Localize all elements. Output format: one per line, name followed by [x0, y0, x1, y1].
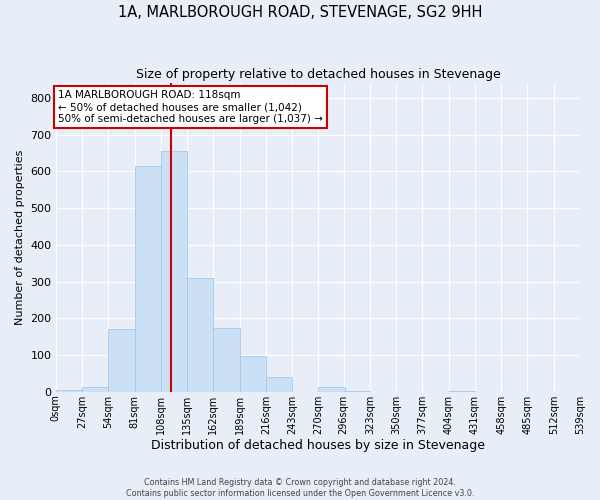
Bar	[187, 278, 214, 392]
Bar	[319, 386, 344, 392]
Bar	[134, 166, 161, 392]
Bar	[109, 328, 134, 392]
Bar	[161, 151, 187, 392]
Bar	[56, 390, 82, 392]
Y-axis label: Number of detached properties: Number of detached properties	[15, 150, 25, 325]
Text: 1A MARLBOROUGH ROAD: 118sqm
← 50% of detached houses are smaller (1,042)
50% of : 1A MARLBOROUGH ROAD: 118sqm ← 50% of det…	[58, 90, 323, 124]
Bar	[239, 356, 266, 392]
Bar	[214, 328, 239, 392]
Bar	[266, 376, 292, 392]
Bar	[82, 388, 109, 392]
Text: 1A, MARLBOROUGH ROAD, STEVENAGE, SG2 9HH: 1A, MARLBOROUGH ROAD, STEVENAGE, SG2 9HH	[118, 5, 482, 20]
Text: Contains HM Land Registry data © Crown copyright and database right 2024.
Contai: Contains HM Land Registry data © Crown c…	[126, 478, 474, 498]
Title: Size of property relative to detached houses in Stevenage: Size of property relative to detached ho…	[136, 68, 500, 80]
X-axis label: Distribution of detached houses by size in Stevenage: Distribution of detached houses by size …	[151, 440, 485, 452]
